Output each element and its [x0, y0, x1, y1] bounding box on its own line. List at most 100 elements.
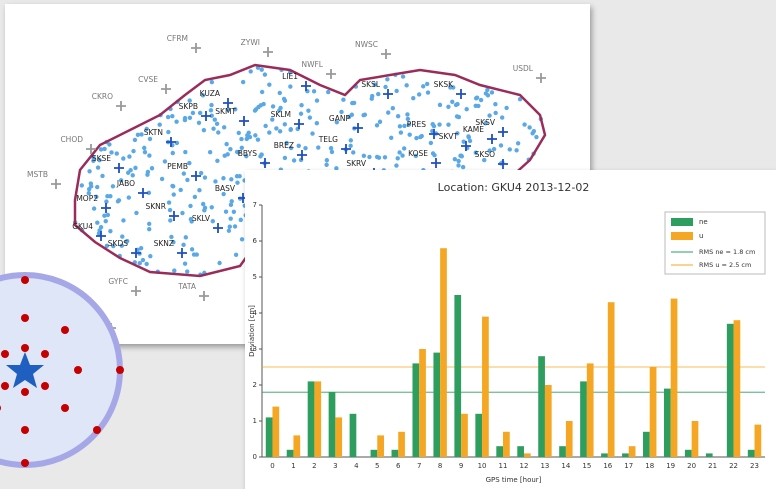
dot [94, 194, 99, 200]
dot [119, 243, 124, 248]
bar [628, 446, 636, 457]
station-cross [101, 203, 111, 213]
dot [118, 178, 124, 183]
dot [185, 269, 190, 274]
station-cross [166, 137, 176, 147]
station-label: PRES [407, 120, 426, 129]
dot [329, 149, 335, 155]
station-label: SKTN [144, 128, 163, 137]
dot [374, 154, 380, 160]
dot [88, 184, 94, 189]
dot [166, 200, 172, 205]
station-cross [297, 150, 307, 160]
station-cross [260, 158, 270, 168]
dot [386, 110, 391, 115]
x-tick-label: 4 [354, 462, 359, 470]
dot [228, 216, 233, 221]
station-label: CKRO [92, 92, 113, 101]
dot [517, 97, 523, 102]
dot [196, 120, 202, 125]
dot [182, 261, 188, 266]
dot [514, 148, 519, 153]
station-cross [114, 163, 124, 173]
bar [670, 298, 678, 457]
station-cross [429, 129, 439, 139]
bar [412, 363, 420, 457]
dot [446, 104, 451, 109]
dot [86, 191, 92, 196]
station-cross [353, 123, 363, 133]
dot [187, 115, 193, 120]
legend-label: u [699, 232, 703, 240]
dot [120, 234, 125, 239]
dot [188, 217, 194, 222]
bar [601, 453, 608, 457]
x-tick-label: 12 [520, 462, 529, 470]
dot [299, 103, 304, 108]
dot [310, 131, 315, 136]
y-tick-label: 7 [253, 201, 257, 209]
bar [370, 449, 378, 457]
station-label: SKDS [108, 239, 128, 248]
dot [395, 113, 401, 119]
dot [369, 96, 374, 101]
bar [726, 323, 734, 457]
map-dots [72, 65, 544, 277]
dot [207, 149, 213, 155]
dot [351, 100, 357, 106]
bar [349, 413, 357, 457]
station-label: SKPB [179, 102, 198, 111]
dot [314, 120, 320, 126]
dot [149, 166, 155, 171]
dot [460, 164, 466, 170]
station-cross [86, 144, 96, 154]
legend-label: RMS ne = 1.8 cm [699, 248, 755, 256]
station-cross [498, 159, 508, 169]
station-label: SKLM [271, 110, 291, 119]
x-tick-label: 18 [645, 462, 654, 470]
y-axis-label: Deviation [cm] [248, 305, 256, 357]
dot [148, 253, 153, 259]
bar [586, 363, 594, 457]
dot [424, 81, 430, 87]
bar [544, 385, 552, 457]
dot [238, 217, 243, 223]
station-cross [177, 248, 187, 258]
dot [398, 130, 404, 135]
dot [201, 128, 207, 133]
dot [232, 224, 238, 229]
dot [170, 183, 175, 189]
dot [200, 201, 206, 207]
dot [104, 199, 109, 204]
station-cross [498, 127, 508, 137]
station-cross [431, 158, 441, 168]
dot [147, 221, 152, 227]
dot [114, 151, 119, 156]
dot [385, 77, 390, 82]
dot [169, 234, 174, 240]
chart-title: Location: GKU4 2013-12-02 [438, 181, 590, 194]
dot [288, 145, 294, 151]
station-cross [201, 111, 211, 121]
dot [185, 177, 190, 183]
dot [234, 149, 240, 155]
bar [454, 295, 462, 457]
x-tick-label: 21 [708, 462, 717, 470]
dot [303, 146, 308, 151]
dot [491, 146, 497, 152]
station-label: BASV [215, 184, 236, 193]
dot [170, 114, 175, 119]
bar [523, 453, 531, 457]
dot [97, 158, 102, 163]
dot [170, 150, 175, 156]
bar [391, 449, 399, 457]
dot [212, 117, 217, 122]
x-tick-label: 23 [750, 462, 759, 470]
station-label: SKSL [361, 80, 380, 89]
dot [270, 104, 276, 109]
dot [259, 89, 265, 95]
x-tick-label: 14 [561, 462, 570, 470]
y-tick-label: 1 [253, 417, 257, 425]
dot [121, 156, 126, 161]
dot [103, 219, 108, 224]
